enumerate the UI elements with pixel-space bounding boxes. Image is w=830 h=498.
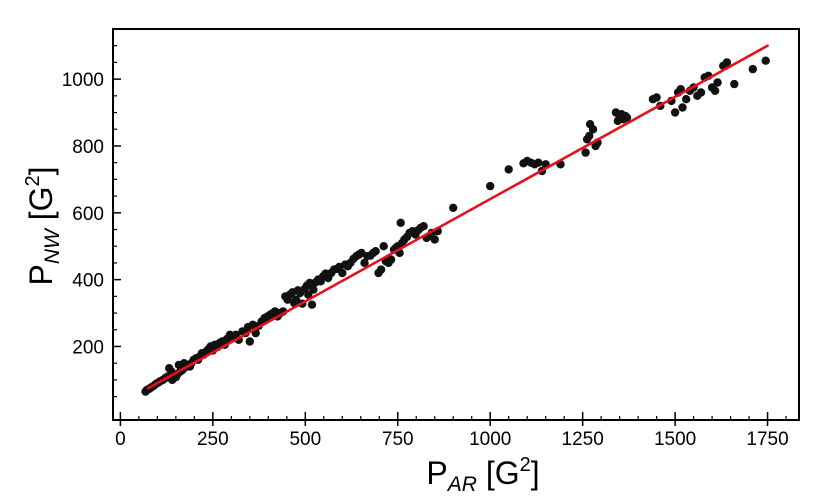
data-point-158 xyxy=(682,95,691,104)
data-point-119 xyxy=(419,222,428,231)
ticks: 0 250 500 750 1000 1250 1500 1750 200 400 600 800 10… xyxy=(62,45,789,450)
data-point-75 xyxy=(307,300,317,309)
data-point-138 xyxy=(585,131,594,141)
x-axis-label-close: ] xyxy=(531,455,540,491)
x-tick-label: 1750 xyxy=(746,429,788,450)
data-point-171 xyxy=(748,64,757,74)
data-point-136 xyxy=(581,148,590,157)
x-tick-label: 500 xyxy=(289,429,321,450)
x-tick-label: 1250 xyxy=(562,429,604,450)
data-point-140 xyxy=(588,125,598,134)
y-axis-label: PNW [G2] xyxy=(22,166,64,285)
x-axis-label-unit: [G xyxy=(477,455,520,491)
data-point-87 xyxy=(338,268,347,278)
fit-line-layer xyxy=(146,44,769,390)
data-point-151 xyxy=(652,93,661,102)
x-axis-label-base: P xyxy=(426,455,447,491)
x-tick-label: 750 xyxy=(382,429,414,450)
data-point-154 xyxy=(670,108,680,117)
fit-line xyxy=(146,44,769,390)
x-tick-label: 1000 xyxy=(469,429,511,450)
y-axis-label-base: P xyxy=(23,264,59,285)
data-point-123 xyxy=(430,235,439,244)
x-axis-label-sup: 2 xyxy=(520,454,531,476)
data-point-125 xyxy=(449,203,458,212)
data-point-149 xyxy=(622,113,632,122)
data-point-95 xyxy=(360,258,369,268)
data-points xyxy=(141,56,770,396)
y-axis-label-sup: 2 xyxy=(22,175,44,186)
data-point-157 xyxy=(678,103,687,112)
plot-frame xyxy=(112,28,800,421)
x-tick-label: 1500 xyxy=(654,429,696,450)
data-point-49 xyxy=(245,337,254,346)
data-point-126 xyxy=(486,181,495,191)
data-point-127 xyxy=(504,165,513,174)
x-axis-label: PAR [G2] xyxy=(426,454,539,496)
data-point-172 xyxy=(761,56,770,65)
x-tick-label: 0 xyxy=(115,429,126,450)
data-point-67 xyxy=(291,295,301,304)
data-point-105 xyxy=(386,255,396,264)
data-point-169 xyxy=(722,58,732,67)
data-point-132 xyxy=(534,158,543,167)
data-point-166 xyxy=(710,86,720,96)
y-tick-label: 1000 xyxy=(62,70,104,91)
data-point-162 xyxy=(696,88,706,97)
y-tick-label: 600 xyxy=(72,204,104,225)
y-axis-label-unit: [G xyxy=(23,187,59,230)
data-point-99 xyxy=(371,247,380,256)
x-tick-label: 250 xyxy=(197,429,229,450)
data-point-101 xyxy=(376,265,386,274)
data-point-167 xyxy=(713,78,722,87)
data-point-170 xyxy=(730,79,739,89)
y-axis-label-close: ] xyxy=(23,166,59,175)
x-axis-label-sub: AR xyxy=(446,473,477,496)
y-tick-label: 400 xyxy=(72,271,104,292)
y-axis-label-sub: NW xyxy=(41,227,64,264)
data-point-102 xyxy=(379,242,388,251)
data-point-110 xyxy=(396,218,405,227)
data-point-76 xyxy=(309,285,318,294)
y-tick-label: 200 xyxy=(72,337,104,358)
y-tick-label: 800 xyxy=(72,137,104,158)
